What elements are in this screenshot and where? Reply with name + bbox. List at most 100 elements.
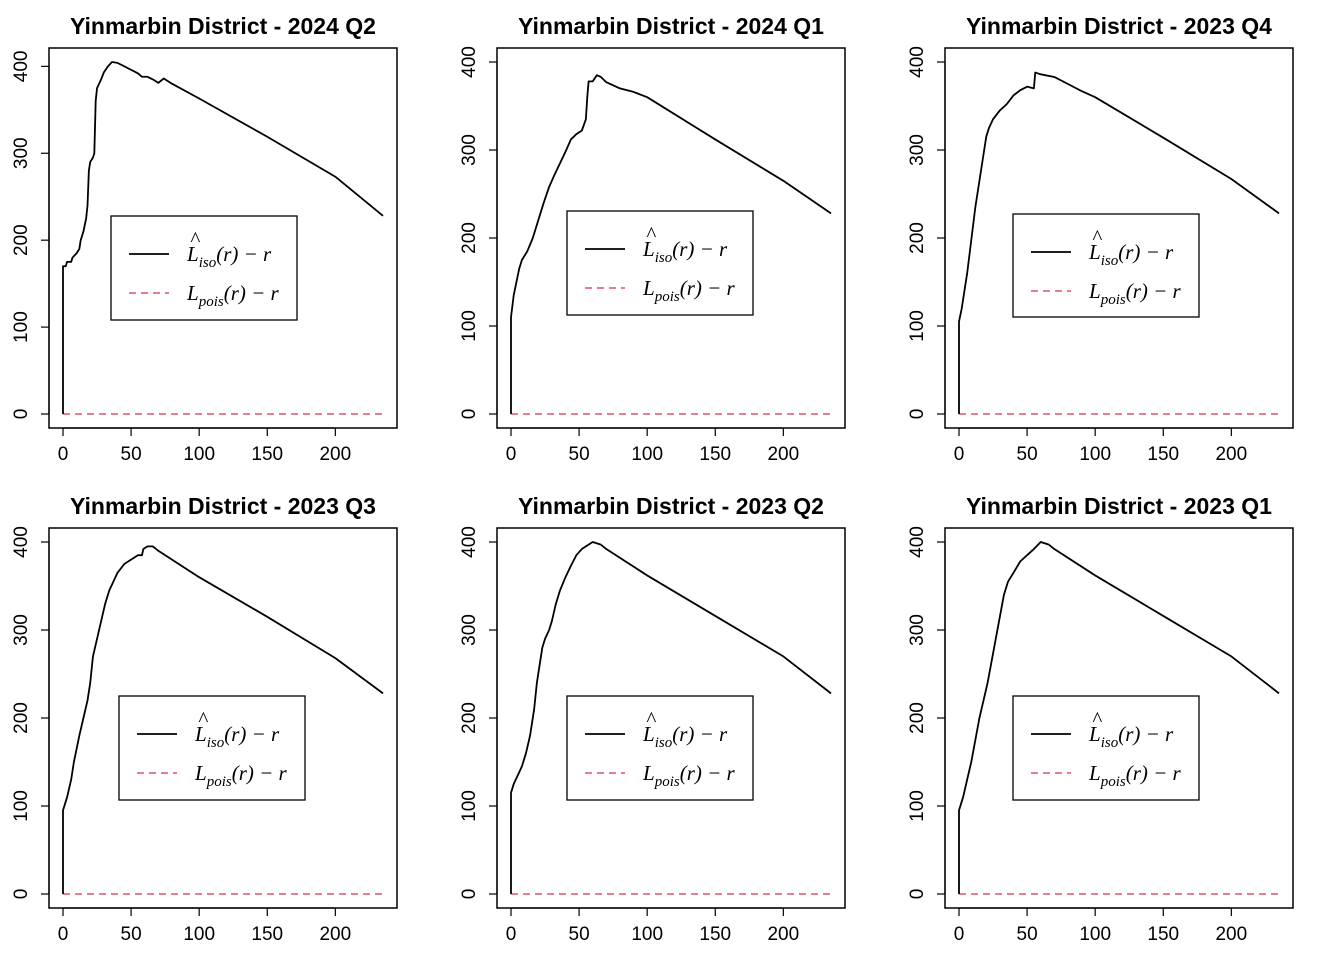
panel-2: Yinmarbin District - 2024 Q1 0 50 100 150 200… (459, 13, 846, 465)
legend: ^Liso(r) − r Lpois(r) − r (566, 210, 754, 316)
legend-box (1012, 695, 1200, 801)
series-estimate-line (510, 541, 832, 894)
y-tick-label: 200 (907, 222, 928, 254)
panel-1: Yinmarbin District - 2024 Q2 0 50 100 150 200… (11, 13, 398, 465)
y-tick-label: 400 (907, 46, 928, 78)
y-tick-label: 200 (11, 702, 32, 734)
x-tick-label: 100 (183, 444, 215, 465)
y-tick-label: 200 (907, 702, 928, 734)
y-tick-label: 200 (11, 224, 32, 256)
x-tick-label: 150 (251, 444, 283, 465)
series-estimate-line (62, 61, 384, 414)
y-tick-label: 400 (459, 526, 480, 558)
y-tick-label: 100 (11, 790, 32, 822)
y-tick-label: 400 (907, 526, 928, 558)
series-estimate-line (958, 71, 1280, 414)
y-tick-label: 400 (459, 46, 480, 78)
legend-label-estimate: Liso(r) − r (1088, 240, 1174, 269)
y-tick-label: 100 (459, 790, 480, 822)
series-estimate-line (510, 74, 832, 414)
x-tick-label: 100 (631, 924, 663, 945)
legend: ^Liso(r) − r Lpois(r) − r (1012, 695, 1200, 801)
panel-title: Yinmarbin District - 2023 Q4 (966, 13, 1272, 39)
legend-label-theoretical: Lpois(r) − r (642, 761, 736, 790)
x-tick-label: 150 (699, 924, 731, 945)
x-tick-label: 0 (58, 444, 69, 465)
legend-label-theoretical: Lpois(r) − r (1088, 761, 1182, 790)
x-tick-label: 0 (954, 444, 965, 465)
legend-label-theoretical: Lpois(r) − r (642, 276, 736, 305)
legend-box (566, 695, 754, 801)
y-tick-label: 100 (459, 310, 480, 342)
legend-hat: ^ (198, 707, 209, 731)
x-tick-label: 100 (183, 924, 215, 945)
x-tick-label: 150 (699, 444, 731, 465)
legend-box (566, 210, 754, 316)
y-tick-label: 300 (11, 137, 32, 169)
legend-hat: ^ (190, 227, 201, 251)
x-tick-label: 200 (767, 444, 799, 465)
y-tick-label: 400 (11, 50, 32, 82)
panel-5: Yinmarbin District - 2023 Q2 0 50 100 150 200… (459, 493, 846, 945)
x-tick-label: 200 (1215, 444, 1247, 465)
legend-label-estimate: Liso(r) − r (1088, 722, 1174, 751)
legend: ^Liso(r) − r Lpois(r) − r (1012, 213, 1200, 318)
legend-hat: ^ (646, 707, 657, 731)
legend-box (110, 215, 298, 321)
x-tick-label: 50 (121, 444, 142, 465)
legend-label-theoretical: Lpois(r) − r (1088, 279, 1182, 308)
y-tick-label: 200 (459, 222, 480, 254)
y-tick-label: 300 (907, 134, 928, 166)
x-tick-label: 0 (506, 444, 517, 465)
panel-title: Yinmarbin District - 2023 Q1 (966, 493, 1272, 519)
x-tick-label: 150 (1147, 924, 1179, 945)
y-tick-label: 400 (11, 526, 32, 558)
series-estimate-line (958, 541, 1280, 894)
legend-box (1012, 213, 1200, 318)
y-tick-label: 200 (459, 702, 480, 734)
x-tick-label: 50 (1017, 924, 1038, 945)
x-tick-label: 50 (1017, 444, 1038, 465)
legend: ^Liso(r) − r Lpois(r) − r (566, 695, 754, 801)
panel-4: Yinmarbin District - 2023 Q3 0 50 100 150 200… (11, 493, 398, 945)
x-tick-label: 0 (954, 924, 965, 945)
y-tick-label: 0 (11, 409, 32, 420)
series-estimate-line (62, 545, 384, 894)
panel-title: Yinmarbin District - 2024 Q1 (518, 13, 824, 39)
y-tick-label: 0 (907, 409, 928, 420)
y-tick-label: 0 (459, 409, 480, 420)
panel-3: Yinmarbin District - 2023 Q4 0 50 100 150 200… (907, 13, 1294, 465)
legend: ^Liso(r) − r Lpois(r) − r (110, 215, 298, 321)
y-tick-label: 0 (907, 889, 928, 900)
legend-label-theoretical: Lpois(r) − r (186, 281, 280, 310)
legend-box (118, 695, 306, 801)
panel-title: Yinmarbin District - 2023 Q3 (70, 493, 376, 519)
y-tick-label: 0 (459, 889, 480, 900)
x-tick-label: 200 (1215, 924, 1247, 945)
legend: ^Liso(r) − r Lpois(r) − r (118, 695, 306, 801)
x-tick-label: 50 (121, 924, 142, 945)
panel-title: Yinmarbin District - 2023 Q2 (518, 493, 824, 519)
legend-hat: ^ (1092, 225, 1103, 249)
x-tick-label: 100 (1079, 444, 1111, 465)
x-tick-label: 50 (569, 444, 590, 465)
x-tick-label: 150 (251, 924, 283, 945)
legend-label-estimate: Liso(r) − r (186, 242, 272, 271)
x-tick-label: 200 (767, 924, 799, 945)
legend-label-estimate: Liso(r) − r (194, 722, 280, 751)
legend-hat: ^ (1092, 707, 1103, 731)
y-tick-label: 300 (459, 134, 480, 166)
x-tick-label: 100 (631, 444, 663, 465)
x-tick-label: 0 (506, 924, 517, 945)
legend-label-estimate: Liso(r) − r (642, 722, 728, 751)
y-tick-label: 100 (907, 310, 928, 342)
y-tick-label: 300 (459, 614, 480, 646)
x-tick-label: 100 (1079, 924, 1111, 945)
panel-title: Yinmarbin District - 2024 Q2 (70, 13, 376, 39)
y-tick-label: 100 (11, 311, 32, 343)
x-tick-label: 200 (319, 444, 351, 465)
x-tick-label: 50 (569, 924, 590, 945)
x-tick-label: 0 (58, 924, 69, 945)
panel-6: Yinmarbin District - 2023 Q1 0 50 100 150 200… (907, 493, 1294, 945)
